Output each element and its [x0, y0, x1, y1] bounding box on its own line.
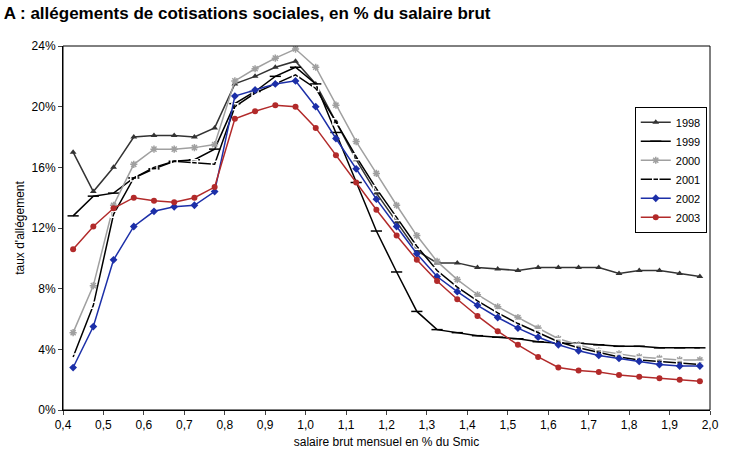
svg-text:2001: 2001 — [676, 174, 700, 186]
svg-text:0,5: 0,5 — [95, 418, 112, 432]
svg-text:16%: 16% — [32, 161, 56, 175]
svg-text:24%: 24% — [32, 39, 56, 53]
svg-text:1,5: 1,5 — [499, 418, 516, 432]
svg-text:1,2: 1,2 — [378, 418, 395, 432]
svg-text:20%: 20% — [32, 100, 56, 114]
svg-text:0,4: 0,4 — [55, 418, 72, 432]
svg-text:8%: 8% — [38, 282, 56, 296]
svg-text:0,8: 0,8 — [216, 418, 233, 432]
svg-text:2003: 2003 — [676, 212, 700, 224]
svg-text:12%: 12% — [32, 221, 56, 235]
svg-text:1,1: 1,1 — [338, 418, 355, 432]
svg-text:A : allégements de cotisations: A : allégements de cotisations sociales,… — [4, 4, 491, 23]
svg-text:2,0: 2,0 — [702, 418, 719, 432]
svg-text:1,8: 1,8 — [621, 418, 638, 432]
svg-text:salaire brut mensuel en % du S: salaire brut mensuel en % du Smic — [294, 435, 479, 449]
svg-text:1,3: 1,3 — [419, 418, 436, 432]
svg-text:1999: 1999 — [676, 136, 700, 148]
svg-text:1,9: 1,9 — [661, 418, 678, 432]
svg-text:2000: 2000 — [676, 155, 700, 167]
svg-text:2002: 2002 — [676, 193, 700, 205]
svg-text:1,4: 1,4 — [459, 418, 476, 432]
svg-text:4%: 4% — [38, 343, 56, 357]
svg-text:0,7: 0,7 — [176, 418, 193, 432]
svg-text:1998: 1998 — [676, 117, 700, 129]
svg-text:1,6: 1,6 — [540, 418, 557, 432]
svg-text:0%: 0% — [38, 403, 56, 417]
svg-text:1,7: 1,7 — [580, 418, 597, 432]
svg-text:1,0: 1,0 — [297, 418, 314, 432]
svg-text:taux d'allégement: taux d'allégement — [13, 180, 27, 274]
svg-text:0,6: 0,6 — [136, 418, 153, 432]
svg-text:0,9: 0,9 — [257, 418, 274, 432]
